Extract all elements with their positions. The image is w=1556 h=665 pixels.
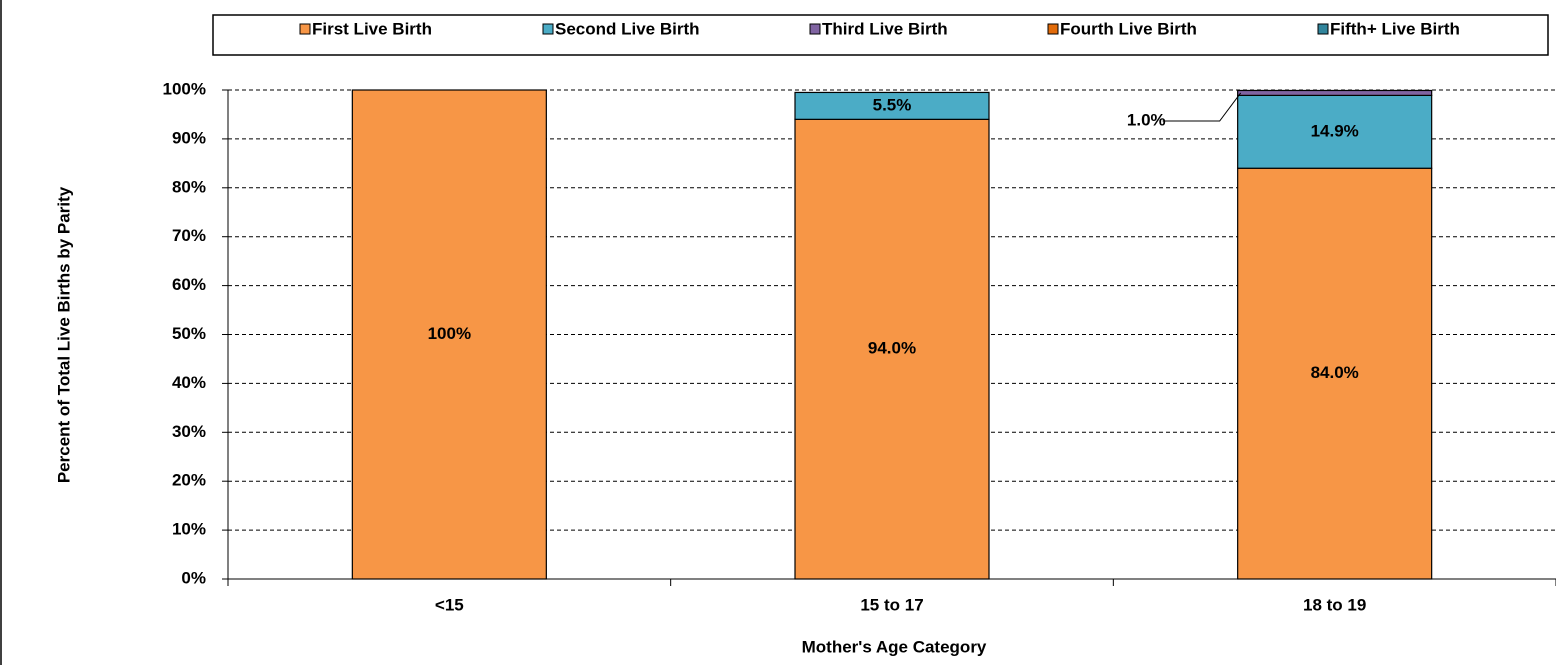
legend-swatch [542, 23, 554, 35]
legend-label: Fifth+ Live Birth [1330, 19, 1460, 38]
y-tick-label: 70% [172, 226, 206, 245]
bar-segment [794, 118, 990, 580]
bar-segment [1237, 94, 1433, 169]
x-tick-label: 15 to 17 [860, 595, 923, 614]
y-axis-title: Percent of Total Live Births by Parity [54, 186, 73, 483]
bar-segment [1237, 167, 1433, 580]
legend-swatch [1047, 23, 1059, 35]
value-label: 84.0% [1311, 363, 1359, 382]
x-tick-label: 18 to 19 [1303, 595, 1366, 614]
value-label: 14.9% [1311, 121, 1359, 140]
x-tick-label: <15 [435, 595, 464, 614]
y-tick-label: 30% [172, 422, 206, 441]
legend-label: First Live Birth [312, 19, 432, 38]
y-tick-label: 90% [172, 128, 206, 147]
y-tick-label: 40% [172, 373, 206, 392]
legend-box [212, 14, 1549, 56]
y-tick-label: 100% [163, 79, 206, 98]
bar-segment [1237, 89, 1433, 96]
y-tick-label: 60% [172, 275, 206, 294]
value-label: 1.0% [1127, 110, 1166, 129]
legend-label: Second Live Birth [555, 19, 700, 38]
bar-segment [794, 91, 990, 120]
legend-swatch [299, 23, 311, 35]
y-tick-label: 0% [181, 568, 206, 587]
x-axis-title: Mother's Age Category [802, 637, 987, 656]
legend-swatch [1317, 23, 1329, 35]
bar-segment [351, 89, 547, 580]
y-tick-label: 10% [172, 520, 206, 539]
y-tick-label: 20% [172, 471, 206, 490]
y-tick-label: 50% [172, 324, 206, 343]
value-label: 100% [428, 324, 471, 343]
legend-label: Third Live Birth [822, 19, 948, 38]
leader-line [1162, 92, 1242, 122]
value-label: 94.0% [868, 339, 916, 358]
legend-swatch [809, 23, 821, 35]
legend-label: Fourth Live Birth [1060, 19, 1197, 38]
value-label: 5.5% [873, 95, 912, 114]
y-tick-label: 80% [172, 177, 206, 196]
